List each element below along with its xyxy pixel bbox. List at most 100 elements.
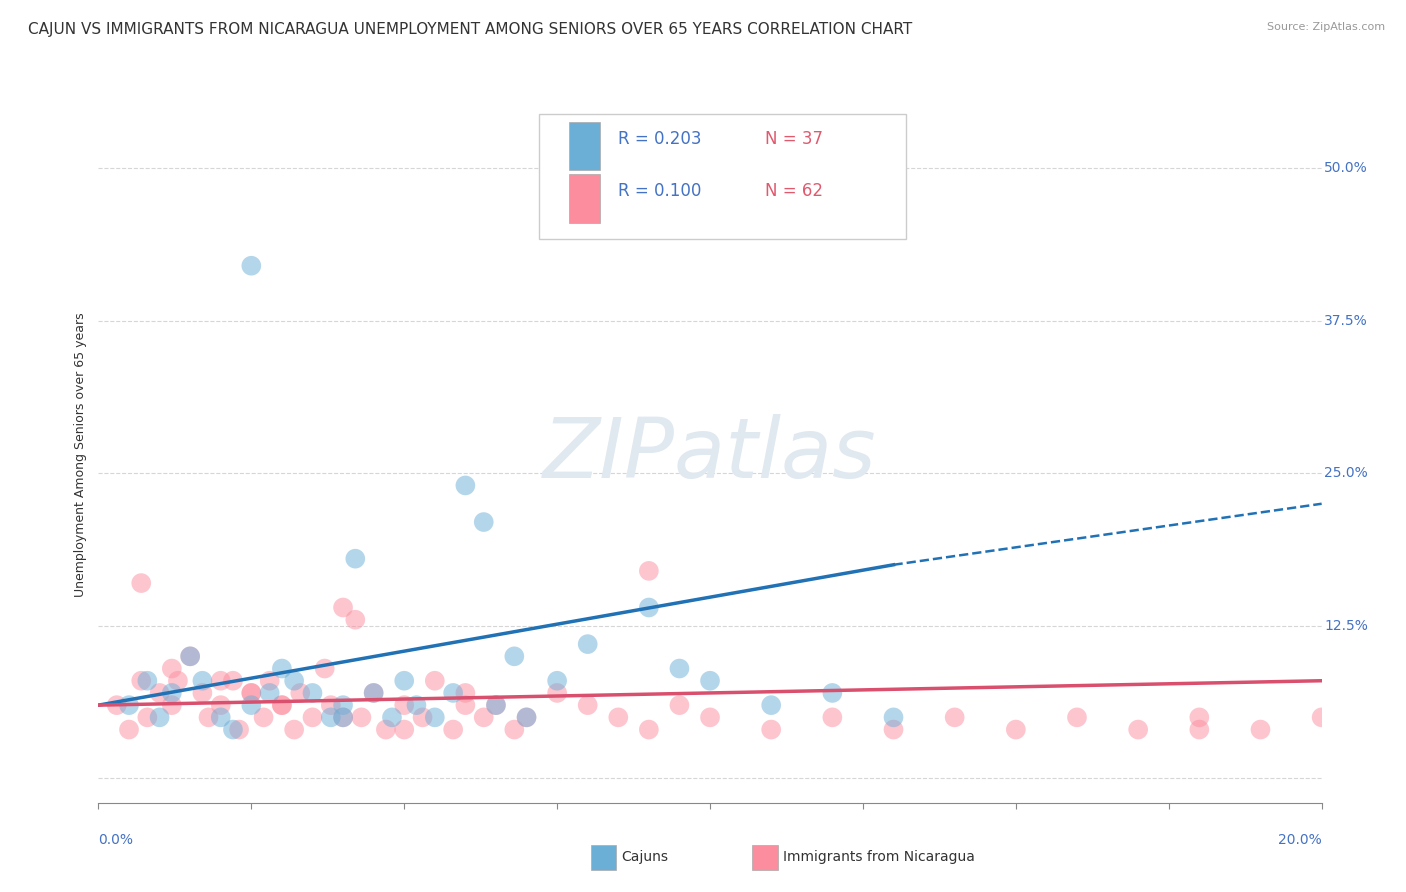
Point [136, 673, 159, 688]
Point [759, 698, 782, 713]
Point [503, 723, 526, 737]
Point [576, 637, 599, 651]
Point [197, 710, 219, 724]
Point [883, 710, 905, 724]
Point [332, 710, 354, 724]
Text: ZIPatlas: ZIPatlas [543, 415, 877, 495]
Text: Source: ZipAtlas.com: Source: ZipAtlas.com [1267, 22, 1385, 32]
Point [129, 673, 152, 688]
Point [516, 710, 538, 724]
FancyBboxPatch shape [569, 121, 600, 170]
Text: 0.0%: 0.0% [98, 833, 134, 847]
Point [319, 698, 342, 713]
Point [160, 698, 183, 713]
Text: 50.0%: 50.0% [1324, 161, 1368, 175]
Point [179, 649, 201, 664]
Point [1066, 710, 1088, 724]
Point [485, 698, 508, 713]
Point [423, 673, 446, 688]
Point [344, 551, 367, 566]
Point [668, 661, 690, 675]
Point [136, 710, 159, 724]
Point [240, 259, 263, 273]
Point [252, 710, 274, 724]
Point [472, 515, 495, 529]
Point [240, 686, 263, 700]
Point [699, 710, 721, 724]
Point [118, 698, 141, 713]
Point [374, 723, 396, 737]
Point [423, 710, 446, 724]
Text: R = 0.203: R = 0.203 [619, 130, 702, 148]
Point [576, 698, 599, 713]
Point [222, 723, 245, 737]
Point [344, 613, 367, 627]
Point [454, 698, 477, 713]
Point [240, 686, 263, 700]
Point [259, 673, 281, 688]
Point [191, 686, 214, 700]
Text: 37.5%: 37.5% [1324, 314, 1368, 327]
Point [129, 576, 152, 591]
Text: R = 0.100: R = 0.100 [619, 182, 702, 200]
Point [179, 649, 201, 664]
Point [546, 686, 568, 700]
Point [503, 649, 526, 664]
Point [821, 710, 844, 724]
Point [392, 723, 416, 737]
Point [637, 564, 661, 578]
Text: 25.0%: 25.0% [1324, 467, 1368, 480]
Point [319, 710, 342, 724]
Point [332, 600, 354, 615]
Point [454, 686, 477, 700]
Text: Immigrants from Nicaragua: Immigrants from Nicaragua [783, 850, 974, 864]
Point [668, 698, 690, 713]
Point [149, 686, 172, 700]
FancyBboxPatch shape [538, 114, 905, 239]
Point [637, 723, 661, 737]
Point [381, 710, 404, 724]
Point [516, 710, 538, 724]
Text: Cajuns: Cajuns [621, 850, 668, 864]
Point [222, 673, 245, 688]
Point [301, 686, 323, 700]
Point [759, 723, 782, 737]
Point [1188, 723, 1211, 737]
Point [149, 710, 172, 724]
Point [270, 698, 292, 713]
Point [699, 673, 721, 688]
Point [441, 723, 464, 737]
Point [314, 661, 336, 675]
Point [209, 710, 232, 724]
Y-axis label: Unemployment Among Seniors over 65 years: Unemployment Among Seniors over 65 years [75, 312, 87, 598]
Point [607, 710, 630, 724]
Point [228, 723, 250, 737]
Point [821, 686, 844, 700]
Point [290, 686, 312, 700]
Point [363, 686, 385, 700]
Point [209, 698, 232, 713]
Point [412, 710, 434, 724]
Point [485, 698, 508, 713]
Point [270, 661, 292, 675]
Point [1004, 723, 1026, 737]
FancyBboxPatch shape [569, 174, 600, 222]
Point [405, 698, 427, 713]
Text: N = 37: N = 37 [765, 130, 823, 148]
Point [332, 710, 354, 724]
Point [546, 673, 568, 688]
Point [441, 686, 464, 700]
Point [1249, 723, 1271, 737]
Point [240, 698, 263, 713]
Point [1188, 710, 1211, 724]
Point [105, 698, 128, 713]
Point [259, 686, 281, 700]
Point [392, 698, 416, 713]
Point [191, 673, 214, 688]
Point [270, 698, 292, 713]
Point [472, 710, 495, 724]
Point [637, 600, 661, 615]
Text: CAJUN VS IMMIGRANTS FROM NICARAGUA UNEMPLOYMENT AMONG SENIORS OVER 65 YEARS CORR: CAJUN VS IMMIGRANTS FROM NICARAGUA UNEMP… [28, 22, 912, 37]
Text: 12.5%: 12.5% [1324, 619, 1368, 632]
Point [283, 723, 305, 737]
